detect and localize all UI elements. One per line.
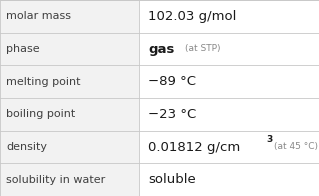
Text: 102.03 g/mol: 102.03 g/mol <box>148 10 237 23</box>
Text: soluble: soluble <box>148 173 196 186</box>
Bar <box>0 0 139 33</box>
Text: melting point: melting point <box>6 77 81 87</box>
Text: (at 45 °C): (at 45 °C) <box>274 142 318 152</box>
Bar <box>0 163 139 196</box>
Text: boiling point: boiling point <box>6 109 76 119</box>
Text: gas: gas <box>148 43 175 55</box>
Text: −89 °C: −89 °C <box>148 75 196 88</box>
Text: −23 °C: −23 °C <box>148 108 197 121</box>
Text: 3: 3 <box>266 135 273 144</box>
Text: solubility in water: solubility in water <box>6 175 106 185</box>
Text: density: density <box>6 142 48 152</box>
Bar <box>0 131 139 163</box>
Text: 0.01812 g/cm: 0.01812 g/cm <box>148 141 241 153</box>
Text: phase: phase <box>6 44 40 54</box>
Text: (at STP): (at STP) <box>185 44 220 54</box>
Text: molar mass: molar mass <box>6 11 71 21</box>
Bar <box>0 65 139 98</box>
Bar <box>0 98 139 131</box>
Bar <box>0 33 139 65</box>
